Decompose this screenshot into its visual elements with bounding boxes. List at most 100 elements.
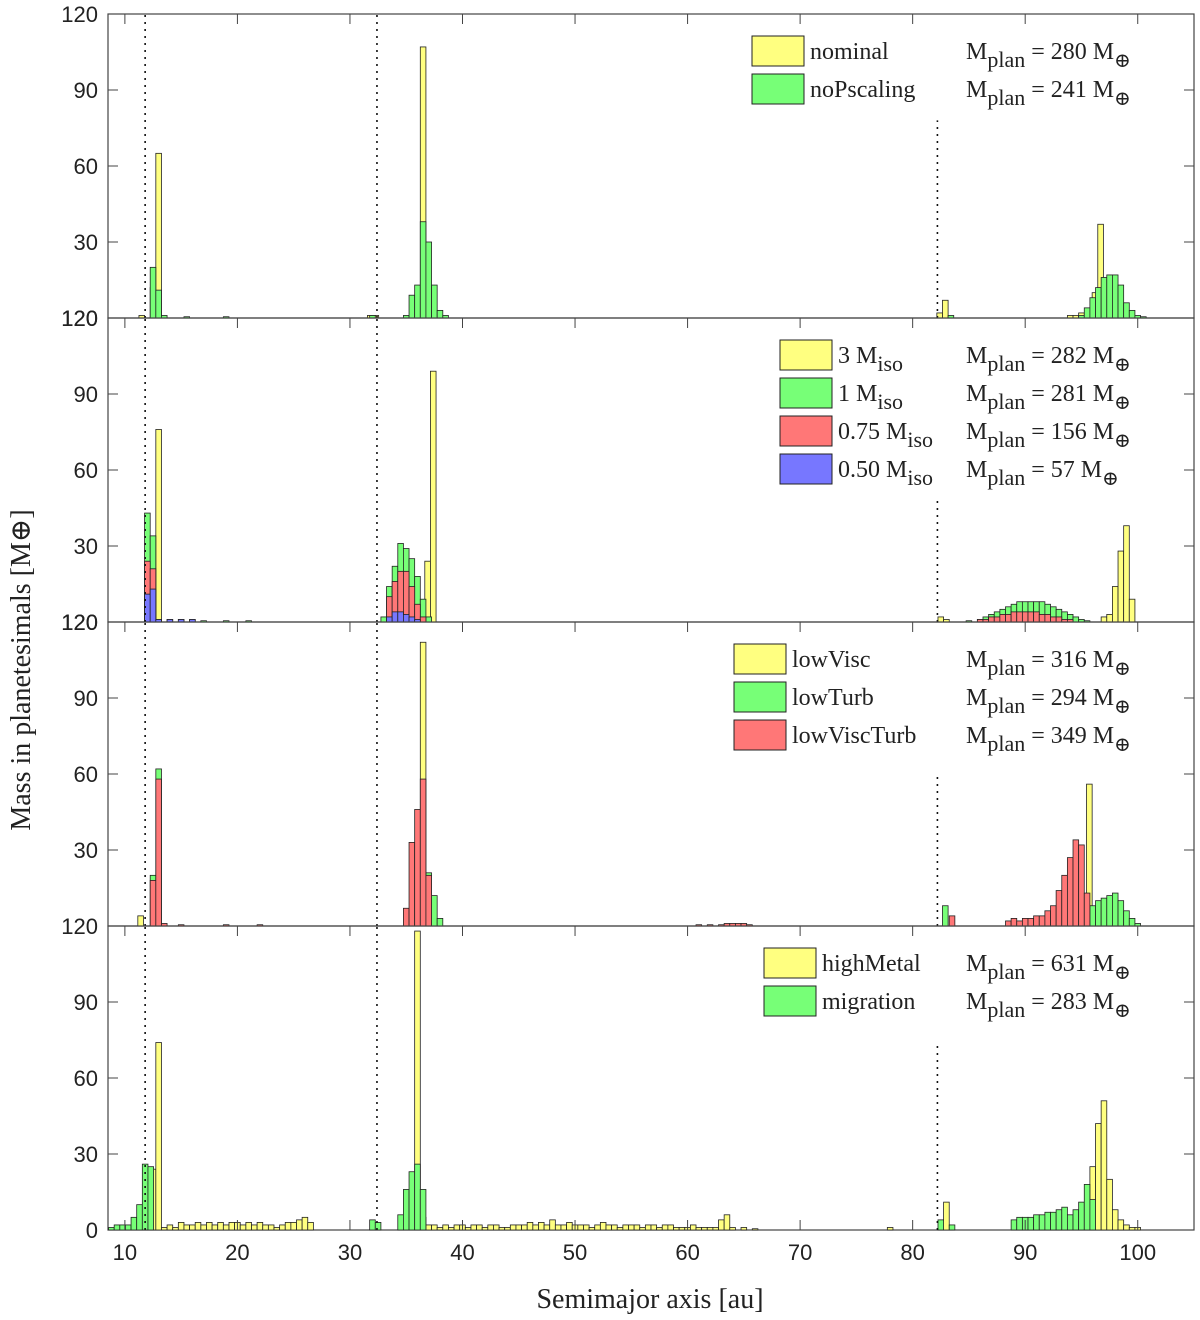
bar [1055,890,1063,927]
bar [605,1224,613,1231]
bar [1050,1211,1057,1231]
bar [1010,918,1018,927]
bar [403,1189,410,1231]
bar [245,1222,252,1231]
y-tick-label: 30 [74,230,98,255]
x-tick-label: 60 [675,1240,699,1265]
bar [125,1224,132,1231]
series-nopscaling [149,221,1147,319]
legend-label: migration [822,989,915,1015]
legend-label: 1 Miso [838,381,903,414]
legend-mass: Mplan = 294 M⊕ [966,685,1131,718]
series-lowviscturb [149,778,1091,927]
bar [273,1227,281,1231]
y-tick-label: 120 [61,914,98,939]
legend-swatch [779,415,833,447]
bar [183,1224,190,1231]
bar [1044,1211,1051,1231]
bar [155,289,162,319]
bar [532,1224,539,1231]
bar [408,1171,416,1231]
bar [712,1227,719,1231]
bar [436,1227,444,1231]
series-0-50-miso [144,588,421,623]
bar [543,1224,551,1231]
bar [1123,1224,1130,1231]
bar [588,1227,596,1231]
bar [1083,307,1091,319]
bar [1066,1214,1074,1231]
legend-label: noPscaling [810,77,915,103]
y-tick-label: 30 [74,838,98,863]
bar [706,1227,714,1231]
bar [279,1224,286,1231]
bar [1123,525,1130,623]
bar [391,611,399,623]
bar [701,1227,708,1231]
legend-label: 3 Miso [838,343,903,376]
bar [1072,1209,1080,1231]
bar [239,1224,247,1231]
bar [403,614,410,623]
bar [1055,1209,1063,1231]
legend: highMetal Mplan = 631 M⊕ migration Mplan = … [763,947,1131,1022]
bar [937,616,945,623]
legend-swatch [779,453,833,485]
bar [948,1224,956,1231]
x-tick-label: 100 [1119,1240,1156,1265]
x-tick-label: 20 [225,1240,249,1265]
bar [673,1227,680,1231]
bar [155,778,162,927]
bar [1016,611,1023,623]
bar [397,611,404,623]
bar [886,1227,894,1231]
bar [141,1163,149,1231]
bar [130,1216,138,1231]
bar [431,1224,438,1231]
bar [616,1227,624,1231]
legend-mass: Mplan = 316 M⊕ [966,647,1131,680]
bar [470,1224,477,1231]
bar [431,284,438,319]
y-tick-label: 120 [61,610,98,635]
bar [1021,611,1029,623]
bar [464,1227,472,1231]
bar [1005,614,1012,623]
bar [144,593,151,623]
x-axis-title: Semimajor axis [au] [536,1284,763,1315]
bar [1061,874,1068,927]
bar [149,266,157,319]
bar [1117,1219,1125,1231]
bar [414,809,421,927]
bar [380,616,387,623]
y-tick-label: 60 [74,154,98,179]
bar [611,1224,618,1231]
y-axis-title: Mass in planetesimals [M⊕] [6,509,37,830]
bar [419,1189,427,1231]
bar [1066,857,1074,927]
bar [1100,1100,1108,1231]
series-nominal [138,46,1110,319]
bar [999,614,1006,623]
bar [661,1224,669,1231]
bar [369,1219,376,1231]
bar [549,1219,556,1231]
bar [644,1224,652,1231]
bar [1038,1214,1046,1231]
bar [1005,920,1012,927]
bar [751,1228,759,1231]
bar [487,1224,494,1231]
legend-mass: Mplan = 156 M⊕ [966,419,1131,452]
bar [1112,586,1119,623]
bar [436,309,444,319]
x-axis: 10 20 30 40 50 60 70 80 90 100 [113,14,1156,1265]
bar [633,1224,641,1231]
bar [493,1224,500,1231]
bar [262,1224,269,1231]
legend: lowVisc Mplan = 316 M⊕ lowTurb Mplan = 294 … [733,643,1131,756]
bar [1050,616,1057,623]
legend-swatch [779,377,833,409]
bar [436,918,444,927]
bar [1128,598,1136,623]
